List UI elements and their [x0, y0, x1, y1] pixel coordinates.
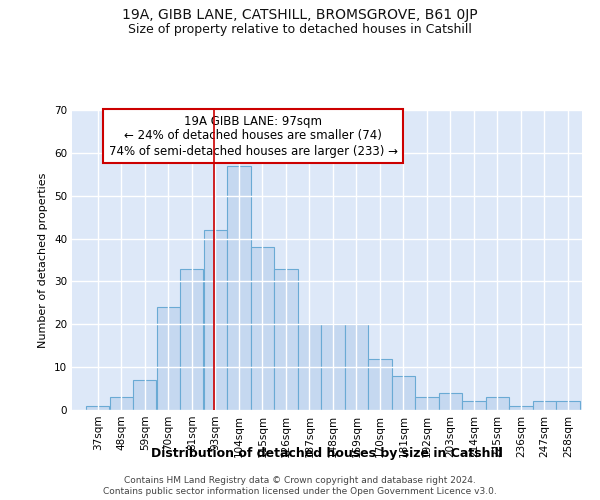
Bar	[556, 402, 580, 410]
Bar	[274, 268, 298, 410]
Bar	[509, 406, 533, 410]
Bar	[486, 397, 509, 410]
Bar	[533, 402, 556, 410]
Y-axis label: Number of detached properties: Number of detached properties	[38, 172, 49, 348]
Bar	[86, 406, 109, 410]
Bar	[345, 324, 368, 410]
Bar	[415, 397, 439, 410]
Bar	[110, 397, 133, 410]
Text: Contains public sector information licensed under the Open Government Licence v3: Contains public sector information licen…	[103, 488, 497, 496]
Bar	[462, 402, 485, 410]
Bar	[251, 247, 274, 410]
Bar	[321, 324, 344, 410]
Bar	[204, 230, 227, 410]
Bar	[392, 376, 415, 410]
Text: 19A, GIBB LANE, CATSHILL, BROMSGROVE, B61 0JP: 19A, GIBB LANE, CATSHILL, BROMSGROVE, B6…	[122, 8, 478, 22]
Text: Distribution of detached houses by size in Catshill: Distribution of detached houses by size …	[151, 448, 503, 460]
Bar	[180, 268, 203, 410]
Bar	[133, 380, 157, 410]
Bar	[157, 307, 180, 410]
Text: 19A GIBB LANE: 97sqm
← 24% of detached houses are smaller (74)
74% of semi-detac: 19A GIBB LANE: 97sqm ← 24% of detached h…	[109, 114, 398, 158]
Text: Size of property relative to detached houses in Catshill: Size of property relative to detached ho…	[128, 22, 472, 36]
Bar	[298, 324, 321, 410]
Bar	[227, 166, 251, 410]
Text: Contains HM Land Registry data © Crown copyright and database right 2024.: Contains HM Land Registry data © Crown c…	[124, 476, 476, 485]
Bar	[439, 393, 462, 410]
Bar	[368, 358, 392, 410]
